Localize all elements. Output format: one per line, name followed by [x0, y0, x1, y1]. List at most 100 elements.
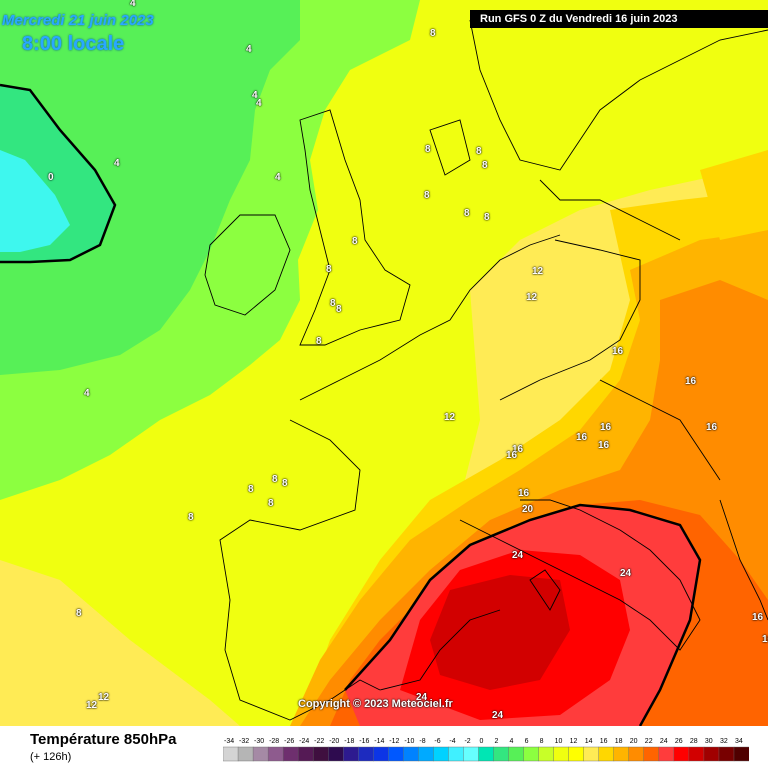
legend-tick-label: -32 — [239, 738, 249, 745]
legend-swatch — [673, 746, 690, 762]
legend-tick-label: 34 — [735, 738, 743, 745]
run-info: Run GFS 0 Z du Vendredi 16 juin 2023 — [470, 10, 768, 28]
legend-swatch — [252, 746, 269, 762]
isotherm-label: 24 — [492, 710, 504, 721]
legend-swatch — [598, 746, 615, 762]
isotherm-label: 8 — [476, 146, 482, 157]
legend-swatch — [628, 746, 645, 762]
legend-swatch — [553, 746, 570, 762]
isotherm-label: 16 — [752, 612, 764, 623]
legend-tick-label: -30 — [254, 738, 264, 745]
isotherm-label: 16 — [612, 346, 624, 357]
legend-tick-label: -28 — [269, 738, 279, 745]
legend-tick-label: 12 — [570, 738, 578, 745]
band-0 — [0, 150, 70, 252]
isotherm-label: 4 — [252, 90, 258, 101]
valid-time: 8:00 locale — [22, 33, 125, 55]
isotherm-label: 8 — [336, 304, 342, 315]
legend-tick-label: -34 — [224, 738, 234, 745]
footer: Température 850hPa (+ 126h) -34 -32 -30 -28… — [0, 726, 768, 768]
legend-tick-label: 8 — [540, 738, 544, 745]
legend-swatch — [267, 746, 284, 762]
legend-swatch — [358, 746, 374, 762]
variable-label: Température 850hPa — [30, 731, 177, 748]
legend-tick-label: 18 — [615, 738, 623, 745]
legend-tick-label: 14 — [585, 738, 593, 745]
legend-tick-label: -14 — [374, 738, 384, 745]
legend-swatch — [658, 746, 675, 762]
isotherm-label: 4 — [114, 158, 120, 169]
isotherm-label: 8 — [248, 484, 254, 495]
legend-tick-label: 24 — [660, 738, 668, 745]
legend-swatch — [568, 746, 585, 762]
copyright: Copyright © 2023 Meteociel.fr — [298, 698, 453, 710]
valid-date: Mercredi 21 juin 2023 — [2, 12, 154, 29]
legend-swatch — [433, 746, 449, 762]
legend-swatch — [718, 746, 735, 762]
isotherm-label: 12 — [532, 266, 544, 277]
legend-tick-label: -4 — [449, 738, 455, 745]
legend-tick-label: -26 — [284, 738, 294, 745]
isotherm-label: 8 — [316, 336, 322, 347]
isotherm-label: 8 — [282, 478, 288, 489]
isotherm-label: 8 — [330, 298, 336, 309]
legend-swatch — [373, 746, 389, 762]
isotherm-label: 24 — [512, 550, 524, 561]
band-4 — [0, 0, 300, 375]
isotherm-label: 16 — [598, 440, 610, 451]
isotherm-label: 4 — [275, 172, 281, 183]
legend-swatch — [523, 746, 540, 762]
legend-swatch — [448, 746, 464, 762]
map-canvas — [0, 0, 768, 726]
legend-tick-label: 20 — [630, 738, 638, 745]
legend-tick-label: -20 — [329, 738, 339, 745]
legend-swatch — [733, 746, 749, 762]
isotherm-label: 4 — [84, 388, 90, 399]
legend-tick-label: 28 — [690, 738, 698, 745]
isotherm-label: 24 — [620, 568, 632, 579]
isotherm-label: 12 — [526, 292, 538, 303]
isotherm-label: 16 — [685, 376, 697, 387]
isotherm-label: 16 — [600, 422, 612, 433]
legend-tick-label: 0 — [479, 738, 483, 745]
legend-swatch — [508, 746, 525, 762]
isotherm-label: 16 — [762, 634, 768, 645]
isotherm-label: 4 — [256, 98, 262, 109]
color-legend: -34 -32 -30 -28 -26 -24 -22 -20 -18 -16 -14 -12 -10-… — [223, 738, 749, 762]
legend-tick-label: 32 — [720, 738, 728, 745]
isotherm-label: 16 — [512, 444, 524, 455]
band-12-sw — [0, 560, 240, 726]
isotherm-20 — [344, 503, 702, 726]
legend-tick-label: -22 — [314, 738, 324, 745]
isotherm-label: 12 — [86, 700, 98, 711]
isotherm-label: 16 — [506, 450, 518, 461]
legend-swatch — [583, 746, 600, 762]
legend-tick-label: -18 — [344, 738, 354, 745]
legend-swatch — [493, 746, 510, 762]
legend-swatch — [478, 746, 495, 762]
legend-tick-label: -6 — [434, 738, 440, 745]
isotherm-label: 8 — [425, 144, 431, 155]
legend-tick-label: -2 — [464, 738, 470, 745]
legend-swatch — [643, 746, 660, 762]
isotherm-label: 4 — [246, 44, 252, 55]
legend-swatch — [237, 746, 254, 762]
isotherm-label: 12 — [444, 412, 456, 423]
legend-swatch — [388, 746, 404, 762]
coastlines — [204, 19, 768, 721]
isotherm-label: 8 — [482, 160, 488, 171]
isotherm-label: 16 — [518, 488, 530, 499]
isotherm-0 — [0, 83, 117, 264]
legend-tick-label: -16 — [359, 738, 369, 745]
legend-swatch — [538, 746, 555, 762]
legend-swatch — [688, 746, 705, 762]
legend-tick-label: -10 — [404, 738, 414, 745]
band-14-ne — [700, 150, 768, 240]
isotherm-label: 8 — [430, 28, 436, 39]
lead-time-label: (+ 126h) — [30, 751, 72, 763]
isotherm-label: 16 — [706, 422, 718, 433]
legend-tick-label: -24 — [299, 738, 309, 745]
legend-tick-label: 10 — [555, 738, 563, 745]
legend-swatch — [703, 746, 720, 762]
legend-tick-label: 16 — [600, 738, 608, 745]
